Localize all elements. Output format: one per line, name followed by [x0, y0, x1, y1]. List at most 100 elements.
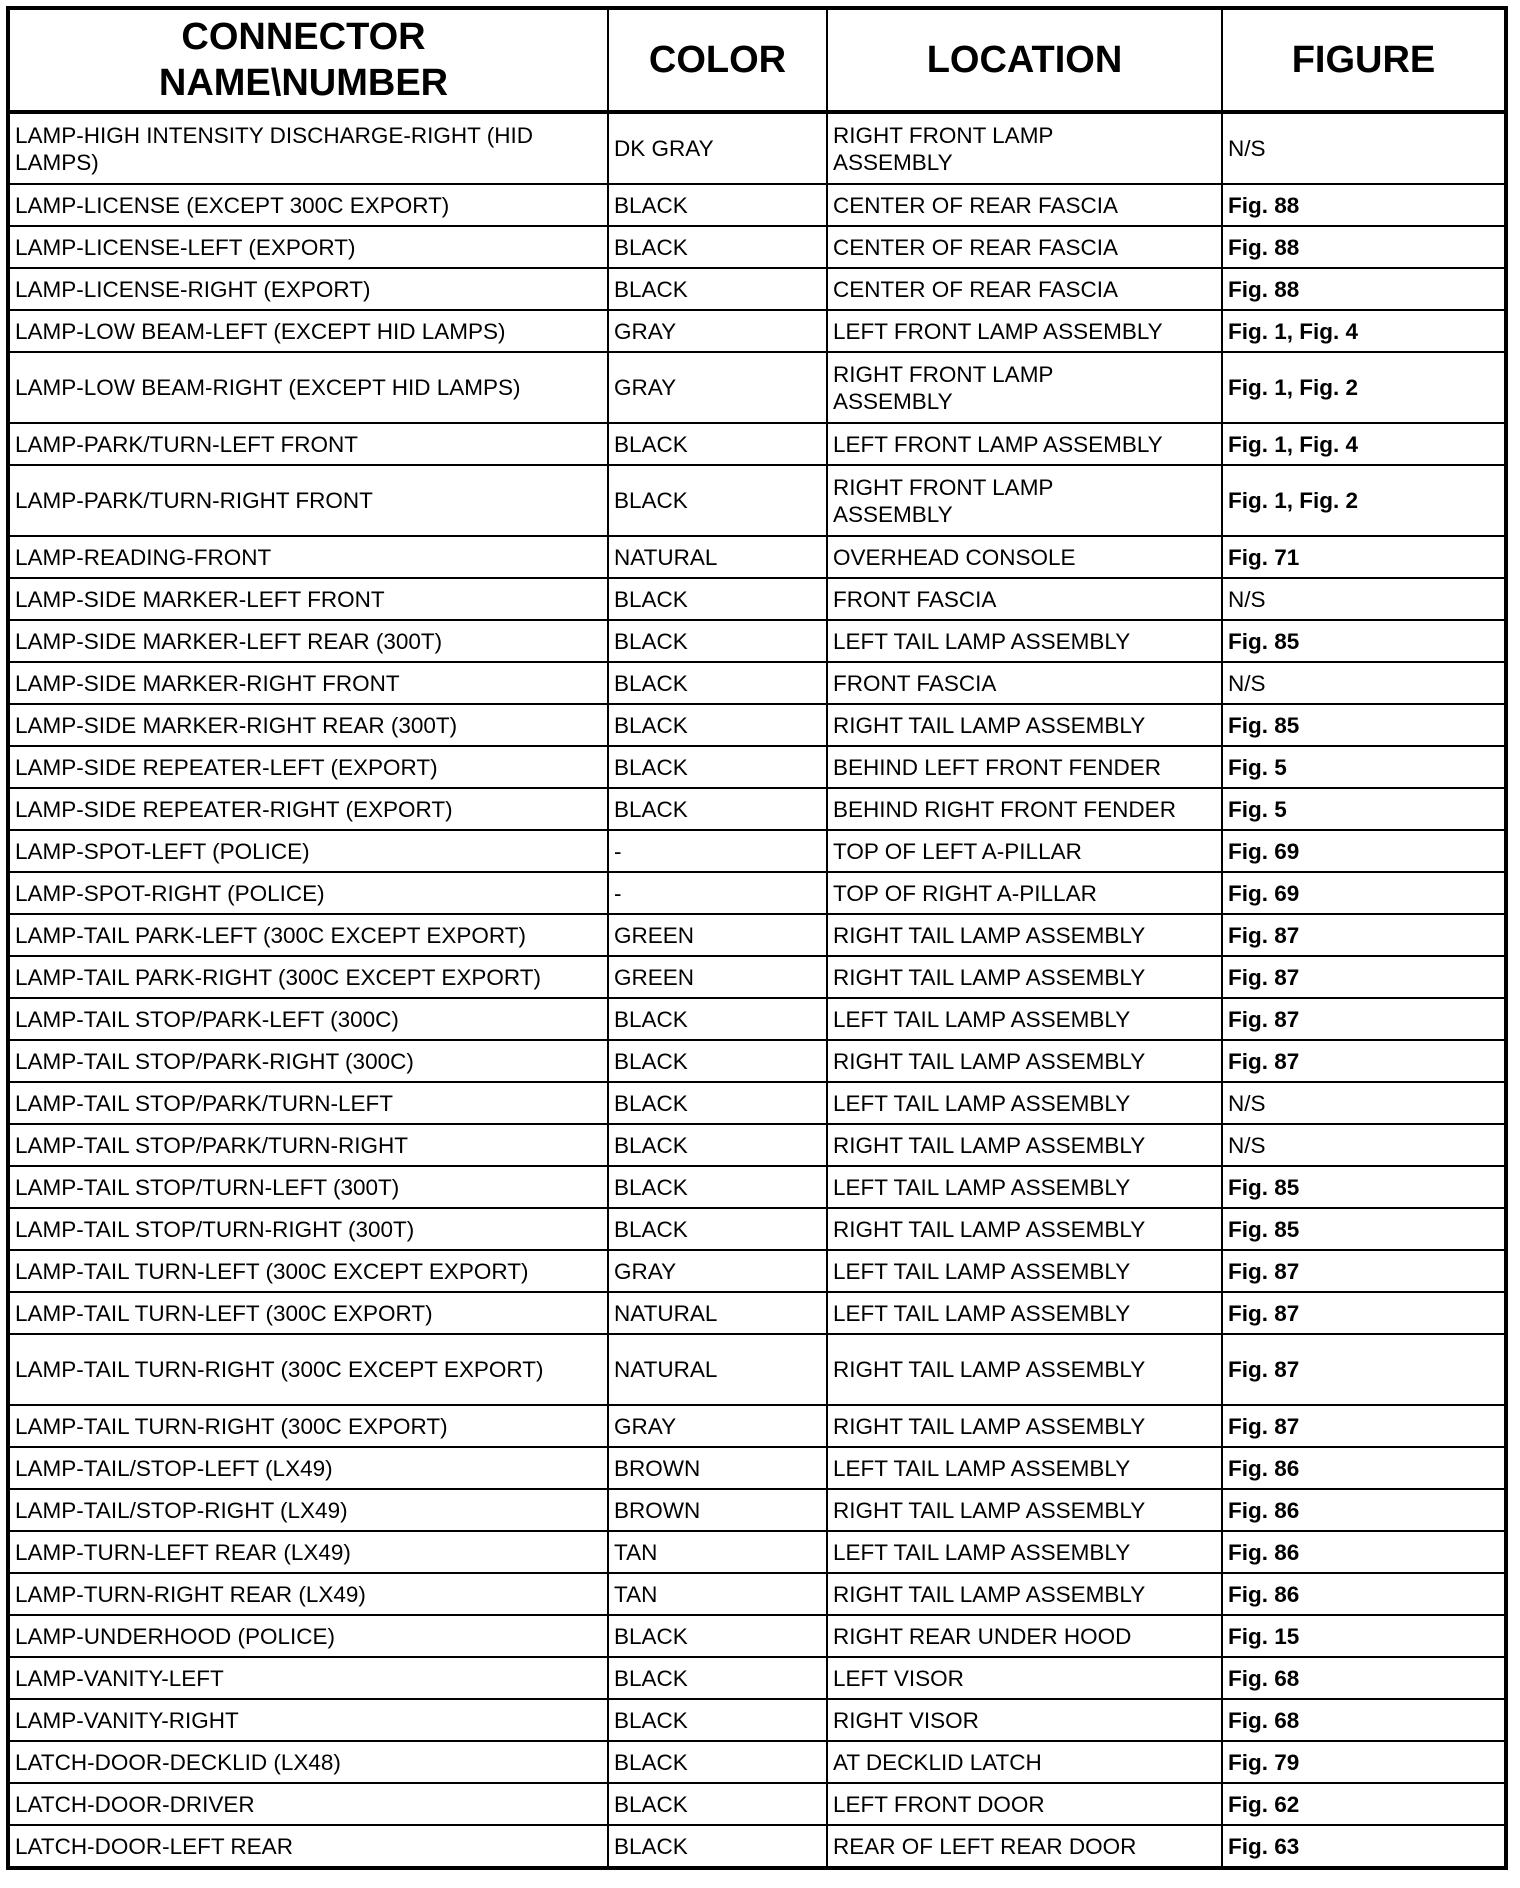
table-row: LAMP-TAIL STOP/PARK-RIGHT (300C) BLACK RIG…: [7, 1039, 1507, 1083]
connector-name-cell: LAMP-TAIL STOP/PARK-RIGHT (300C): [7, 1039, 609, 1083]
connector-name-cell: LAMP-PARK/TURN-RIGHT FRONT: [7, 464, 609, 537]
table-row: LAMP-VANITY-RIGHT BLACK RIGHT VISOR Fig. 68: [7, 1698, 1507, 1742]
table-row: LATCH-DOOR-DRIVER BLACK LEFT FRONT DOOR Fig…: [7, 1782, 1507, 1826]
figure-cell: Fig. 87: [1221, 1291, 1507, 1335]
connector-name-cell: LAMP-UNDERHOOD (POLICE): [7, 1614, 609, 1658]
color-cell: TAN: [607, 1572, 828, 1616]
color-cell: BROWN: [607, 1488, 828, 1532]
connector-name-cell: LAMP-SPOT-RIGHT (POLICE): [7, 871, 609, 915]
figure-cell: Fig. 87: [1221, 913, 1507, 957]
figure-cell: Fig. 87: [1221, 1333, 1507, 1406]
connector-name-cell: LAMP-SIDE REPEATER-RIGHT (EXPORT): [7, 787, 609, 831]
table-row: LAMP-TAIL PARK-RIGHT (300C EXCEPT EXPORT…: [7, 955, 1507, 999]
color-cell: BLACK: [607, 703, 828, 747]
color-cell: BLACK: [607, 225, 828, 269]
connector-name-cell: LAMP-HIGH INTENSITY DISCHARGE-RIGHT (HID…: [7, 111, 609, 185]
table-row: LAMP-TAIL STOP/TURN-LEFT (300T) BLACK LEFT…: [7, 1165, 1507, 1209]
location-cell: LEFT TAIL LAMP ASSEMBLY: [826, 1530, 1223, 1574]
figure-cell: N/S: [1221, 111, 1507, 185]
table-row: LAMP-LICENSE-RIGHT (EXPORT) BLACK CENTER O…: [7, 267, 1507, 311]
table-row: LAMP-LOW BEAM-LEFT (EXCEPT HID LAMPS) GRA…: [7, 309, 1507, 353]
color-cell: BROWN: [607, 1446, 828, 1490]
table-row: LAMP-TAIL STOP/TURN-RIGHT (300T) BLACK RIG…: [7, 1207, 1507, 1251]
connector-name-cell: LAMP-TAIL TURN-RIGHT (300C EXCEPT EXPORT…: [7, 1333, 609, 1406]
connector-name-cell: LAMP-READING-FRONT: [7, 535, 609, 579]
connector-name-cell: LAMP-TAIL TURN-LEFT (300C EXPORT): [7, 1291, 609, 1335]
color-cell: BLACK: [607, 1782, 828, 1826]
location-cell: BEHIND LEFT FRONT FENDER: [826, 745, 1223, 789]
location-cell: LEFT TAIL LAMP ASSEMBLY: [826, 997, 1223, 1041]
figure-cell: Fig. 86: [1221, 1530, 1507, 1574]
location-cell: RIGHT REAR UNDER HOOD: [826, 1614, 1223, 1658]
location-cell: LEFT FRONT DOOR: [826, 1782, 1223, 1826]
color-cell: NATURAL: [607, 1291, 828, 1335]
location-cell: RIGHT TAIL LAMP ASSEMBLY: [826, 955, 1223, 999]
figure-cell: Fig. 88: [1221, 183, 1507, 227]
connector-name-cell: LAMP-SIDE MARKER-RIGHT FRONT: [7, 661, 609, 705]
connector-name-cell: LAMP-SIDE REPEATER-LEFT (EXPORT): [7, 745, 609, 789]
color-cell: GRAY: [607, 1404, 828, 1448]
color-cell: GREEN: [607, 955, 828, 999]
color-cell: BLACK: [607, 183, 828, 227]
color-cell: BLACK: [607, 1656, 828, 1700]
figure-cell: Fig. 87: [1221, 1249, 1507, 1293]
color-cell: BLACK: [607, 267, 828, 311]
location-cell: CENTER OF REAR FASCIA: [826, 225, 1223, 269]
connector-name-cell: LAMP-TAIL PARK-RIGHT (300C EXCEPT EXPORT…: [7, 955, 609, 999]
connector-name-cell: LAMP-PARK/TURN-LEFT FRONT: [7, 422, 609, 466]
figure-cell: Fig. 85: [1221, 619, 1507, 663]
figure-cell: N/S: [1221, 1123, 1507, 1167]
table-row: LAMP-PARK/TURN-LEFT FRONT BLACK LEFT FRONT…: [7, 422, 1507, 466]
location-cell: LEFT TAIL LAMP ASSEMBLY: [826, 1446, 1223, 1490]
color-cell: -: [607, 829, 828, 873]
color-cell: BLACK: [607, 787, 828, 831]
location-cell: LEFT VISOR: [826, 1656, 1223, 1700]
connector-name-cell: LAMP-LICENSE-RIGHT (EXPORT): [7, 267, 609, 311]
color-cell: TAN: [607, 1530, 828, 1574]
figure-cell: Fig. 69: [1221, 829, 1507, 873]
connector-name-cell: LAMP-TAIL/STOP-LEFT (LX49): [7, 1446, 609, 1490]
figure-cell: Fig. 68: [1221, 1656, 1507, 1700]
table-row: LAMP-TAIL STOP/PARK/TURN-RIGHT BLACK RIGHT…: [7, 1123, 1507, 1167]
connector-name-cell: LAMP-TURN-LEFT REAR (LX49): [7, 1530, 609, 1574]
color-cell: -: [607, 871, 828, 915]
connector-name-cell: LAMP-SPOT-LEFT (POLICE): [7, 829, 609, 873]
connector-name-cell: LATCH-DOOR-DRIVER: [7, 1782, 609, 1826]
figure-cell: Fig. 85: [1221, 703, 1507, 747]
table-row: LAMP-HIGH INTENSITY DISCHARGE-RIGHT (HID…: [7, 111, 1507, 185]
color-cell: BLACK: [607, 422, 828, 466]
location-cell: CENTER OF REAR FASCIA: [826, 183, 1223, 227]
location-cell: CENTER OF REAR FASCIA: [826, 267, 1223, 311]
location-cell: LEFT TAIL LAMP ASSEMBLY: [826, 1081, 1223, 1125]
color-cell: GRAY: [607, 309, 828, 353]
location-cell: LEFT FRONT LAMP ASSEMBLY: [826, 309, 1223, 353]
connector-name-cell: LAMP-SIDE MARKER-LEFT FRONT: [7, 577, 609, 621]
table-row: LATCH-DOOR-LEFT REAR BLACK REAR OF LEFT RE…: [7, 1824, 1507, 1869]
table-row: LAMP-TAIL STOP/PARK/TURN-LEFT BLACK LEFT T…: [7, 1081, 1507, 1125]
connector-name-cell: LAMP-SIDE MARKER-RIGHT REAR (300T): [7, 703, 609, 747]
figure-cell: N/S: [1221, 1081, 1507, 1125]
connector-name-cell: LATCH-DOOR-LEFT REAR: [7, 1824, 609, 1869]
figure-cell: Fig. 1, Fig. 2: [1221, 351, 1507, 424]
connector-name-cell: LAMP-TAIL STOP/PARK-LEFT (300C): [7, 997, 609, 1041]
connector-name-cell: LAMP-TAIL TURN-LEFT (300C EXCEPT EXPORT): [7, 1249, 609, 1293]
figure-cell: N/S: [1221, 661, 1507, 705]
table-row: LAMP-SIDE MARKER-RIGHT FRONT BLACK FRONT F…: [7, 661, 1507, 705]
table-row: LAMP-TAIL TURN-LEFT (300C EXPORT) NATURAL…: [7, 1291, 1507, 1335]
figure-cell: Fig. 63: [1221, 1824, 1507, 1869]
figure-cell: Fig. 88: [1221, 267, 1507, 311]
connector-name-cell: LAMP-TURN-RIGHT REAR (LX49): [7, 1572, 609, 1616]
location-cell: REAR OF LEFT REAR DOOR: [826, 1824, 1223, 1869]
table-row: LAMP-TAIL STOP/PARK-LEFT (300C) BLACK LEFT…: [7, 997, 1507, 1041]
connector-name-cell: LAMP-TAIL STOP/PARK/TURN-RIGHT: [7, 1123, 609, 1167]
table-row: LAMP-READING-FRONT NATURAL OVERHEAD CONSOL…: [7, 535, 1507, 579]
figure-cell: Fig. 5: [1221, 745, 1507, 789]
table-row: LAMP-TAIL/STOP-RIGHT (LX49) BROWN RIGHT TA…: [7, 1488, 1507, 1532]
table-row: LAMP-UNDERHOOD (POLICE) BLACK RIGHT REAR U…: [7, 1614, 1507, 1658]
table-row: LAMP-SIDE MARKER-RIGHT REAR (300T) BLACK R…: [7, 703, 1507, 747]
color-cell: BLACK: [607, 1081, 828, 1125]
location-cell: RIGHT VISOR: [826, 1698, 1223, 1742]
location-cell: AT DECKLID LATCH: [826, 1740, 1223, 1784]
table-row: LAMP-SPOT-LEFT (POLICE) - TOP OF LEFT A-PI…: [7, 829, 1507, 873]
color-cell: BLACK: [607, 1698, 828, 1742]
